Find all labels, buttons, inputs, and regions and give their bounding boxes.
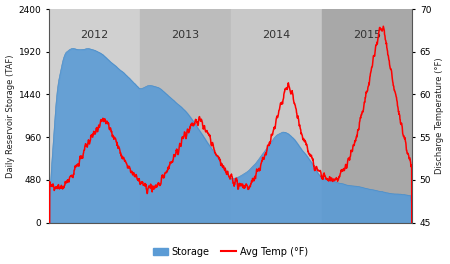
Text: 2014: 2014	[262, 30, 290, 40]
Text: 2015: 2015	[353, 30, 381, 40]
Y-axis label: Discharge Temperature (°F): Discharge Temperature (°F)	[436, 58, 445, 174]
Text: 2013: 2013	[171, 30, 199, 40]
Y-axis label: Daily Reservoir Storage (TAF): Daily Reservoir Storage (TAF)	[5, 54, 14, 178]
Text: 2012: 2012	[81, 30, 109, 40]
Bar	[231, 9, 322, 223]
Bar	[49, 9, 140, 223]
Bar	[322, 9, 412, 223]
Legend: Storage, Avg Temp (°F): Storage, Avg Temp (°F)	[149, 243, 312, 261]
Bar	[140, 9, 231, 223]
